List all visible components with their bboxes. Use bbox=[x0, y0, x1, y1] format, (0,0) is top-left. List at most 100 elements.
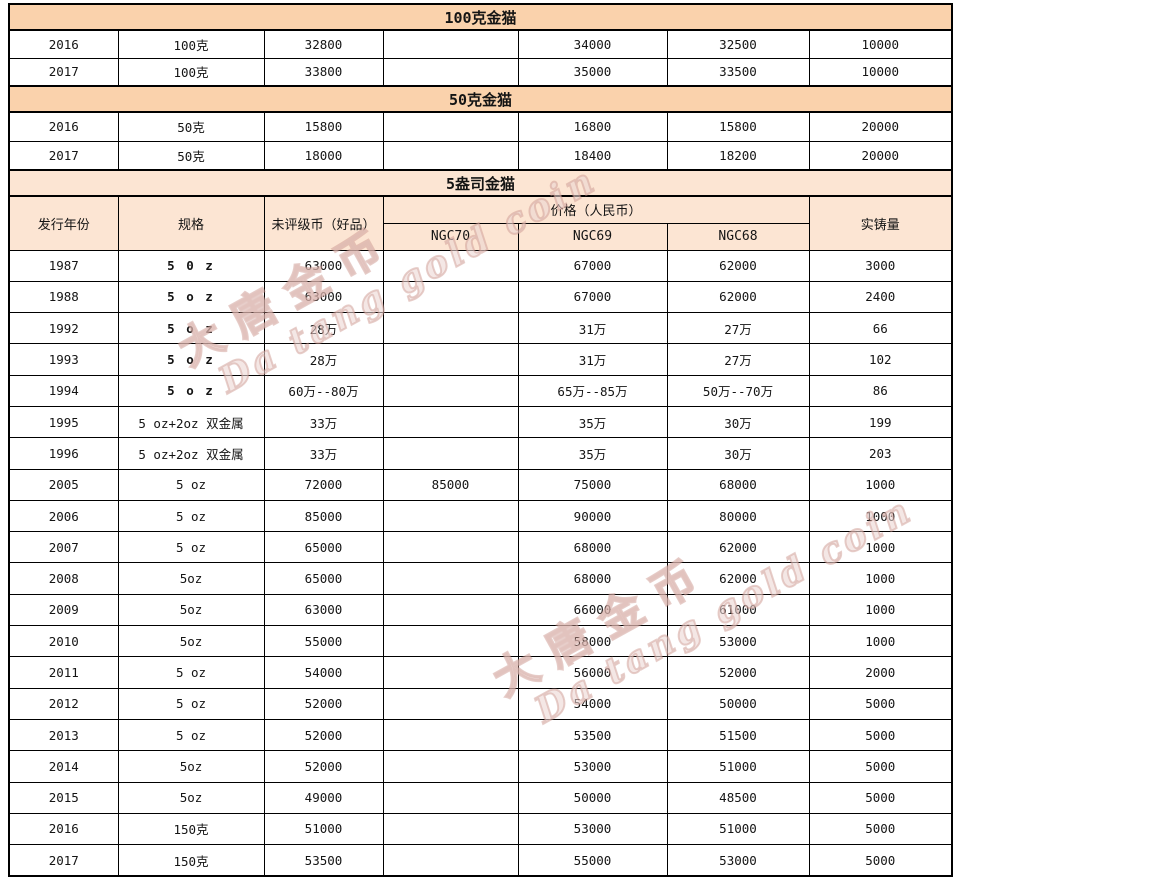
table-cell: 5000 bbox=[808, 750, 953, 783]
table-cell: 1993 bbox=[8, 343, 119, 376]
table-cell: 28万 bbox=[263, 343, 384, 376]
table-cell: 35000 bbox=[517, 57, 668, 87]
section-band-100g: 100克金猫 bbox=[8, 3, 953, 31]
table-cell: 2005 bbox=[8, 468, 119, 501]
row-100g-2016: 2016 100克 32800 34000 32500 10000 bbox=[8, 29, 953, 59]
row-5oz-1994: 1994 5 o z 60万--80万 65万--85万 50万--70万 86 bbox=[8, 374, 953, 407]
table-cell: 32500 bbox=[666, 29, 810, 59]
table-cell: 65000 bbox=[263, 531, 384, 564]
table-cell: 50000 bbox=[666, 687, 810, 720]
table-cell: 51500 bbox=[666, 718, 810, 752]
table-cell: 2011 bbox=[8, 656, 119, 689]
table-cell bbox=[382, 111, 519, 142]
table-cell: 53000 bbox=[666, 625, 810, 658]
section-band-50g: 50克金猫 bbox=[8, 85, 953, 113]
table-cell: 150克 bbox=[117, 844, 265, 877]
table-cell: 63000 bbox=[263, 593, 384, 627]
row-5oz-2010: 2010 5oz 55000 58000 53000 1000 bbox=[8, 625, 953, 658]
table-cell: 1000 bbox=[808, 625, 953, 658]
table-cell: 5 oz+2oz 双金属 bbox=[117, 437, 265, 470]
table-cell: 2006 bbox=[8, 499, 119, 533]
table-cell: 85000 bbox=[382, 468, 519, 501]
table-cell: 31万 bbox=[517, 312, 668, 345]
table-cell bbox=[382, 312, 519, 345]
table-cell: 63000 bbox=[263, 280, 384, 314]
row-5oz-2008: 2008 5oz 65000 68000 62000 1000 bbox=[8, 562, 953, 595]
table-cell: 5000 bbox=[808, 687, 953, 720]
table-cell: 2015 bbox=[8, 781, 119, 814]
section-band-5oz: 5盎司金猫 bbox=[8, 169, 953, 197]
table-cell: 18400 bbox=[517, 140, 668, 171]
table-cell: 2016 bbox=[8, 29, 119, 59]
row-5oz-2005: 2005 5 oz 72000 85000 75000 68000 1000 bbox=[8, 468, 953, 501]
col-header-ngc69: NGC69 bbox=[517, 222, 668, 251]
table-cell: 199 bbox=[808, 405, 953, 439]
row-100g-2017: 2017 100克 33800 35000 33500 10000 bbox=[8, 57, 953, 87]
table-cell: 5 oz bbox=[117, 687, 265, 720]
table-cell bbox=[382, 718, 519, 752]
table-cell: 62000 bbox=[666, 562, 810, 595]
table-cell: 1000 bbox=[808, 499, 953, 533]
col-header-mintage: 实铸量 bbox=[808, 195, 953, 251]
table-cell bbox=[382, 531, 519, 564]
table-cell: 2009 bbox=[8, 593, 119, 627]
table-cell: 27万 bbox=[666, 312, 810, 345]
table-cell: 15800 bbox=[263, 111, 384, 142]
table-cell bbox=[382, 844, 519, 877]
row-5oz-2011: 2011 5 oz 54000 56000 52000 2000 bbox=[8, 656, 953, 689]
table-cell: 80000 bbox=[666, 499, 810, 533]
table-cell: 1995 bbox=[8, 405, 119, 439]
table-cell: 62000 bbox=[666, 531, 810, 564]
table-cell: 5oz bbox=[117, 781, 265, 814]
table-cell: 16800 bbox=[517, 111, 668, 142]
table-cell: 48500 bbox=[666, 781, 810, 814]
table-cell: 33万 bbox=[263, 405, 384, 439]
table-cell: 60万--80万 bbox=[263, 374, 384, 407]
table-cell: 5000 bbox=[808, 844, 953, 877]
table-cell: 5 o z bbox=[117, 343, 265, 376]
table-cell bbox=[382, 750, 519, 783]
table-cell bbox=[382, 405, 519, 439]
table-cell bbox=[382, 280, 519, 314]
table-cell: 33500 bbox=[666, 57, 810, 87]
table-cell: 66000 bbox=[517, 593, 668, 627]
table-cell bbox=[382, 57, 519, 87]
table-cell: 55000 bbox=[517, 844, 668, 877]
table-cell: 1000 bbox=[808, 593, 953, 627]
column-header-row-1: 发行年份 规格 未评级币（好品） 价格（人民币） 实铸量 bbox=[8, 195, 953, 251]
table-cell: 75000 bbox=[517, 468, 668, 501]
table-cell: 68000 bbox=[666, 468, 810, 501]
table-cell: 85000 bbox=[263, 499, 384, 533]
table-cell: 50万--70万 bbox=[666, 374, 810, 407]
col-header-price-group: 价格（人民币） bbox=[382, 195, 810, 224]
table-cell: 5000 bbox=[808, 781, 953, 814]
table-cell: 52000 bbox=[263, 750, 384, 783]
table-cell: 65万--85万 bbox=[517, 374, 668, 407]
table-cell: 5000 bbox=[808, 718, 953, 752]
table-cell: 2013 bbox=[8, 718, 119, 752]
table-cell: 3000 bbox=[808, 249, 953, 282]
table-cell: 10000 bbox=[808, 57, 953, 87]
table-cell: 62000 bbox=[666, 280, 810, 314]
row-5oz-2014: 2014 5oz 52000 53000 51000 5000 bbox=[8, 750, 953, 783]
price-table: 100克金猫 2016 100克 32800 34000 32500 10000 2017 10… bbox=[8, 3, 954, 877]
table-cell: 1994 bbox=[8, 374, 119, 407]
table-cell: 2007 bbox=[8, 531, 119, 564]
table-cell: 1992 bbox=[8, 312, 119, 345]
table-cell: 15800 bbox=[666, 111, 810, 142]
table-cell: 54000 bbox=[263, 656, 384, 689]
table-cell: 2016 bbox=[8, 111, 119, 142]
row-5oz-2012: 2012 5 oz 52000 54000 50000 5000 bbox=[8, 687, 953, 720]
table-cell: 35万 bbox=[517, 437, 668, 470]
row-5oz-2007: 2007 5 oz 65000 68000 62000 1000 bbox=[8, 531, 953, 564]
table-cell bbox=[382, 140, 519, 171]
table-cell: 27万 bbox=[666, 343, 810, 376]
row-50g-2016: 2016 50克 15800 16800 15800 20000 bbox=[8, 111, 953, 142]
table-cell: 53500 bbox=[517, 718, 668, 752]
table-cell: 86 bbox=[808, 374, 953, 407]
table-cell: 2014 bbox=[8, 750, 119, 783]
table-cell: 51000 bbox=[666, 812, 810, 846]
table-cell: 72000 bbox=[263, 468, 384, 501]
table-cell bbox=[382, 781, 519, 814]
